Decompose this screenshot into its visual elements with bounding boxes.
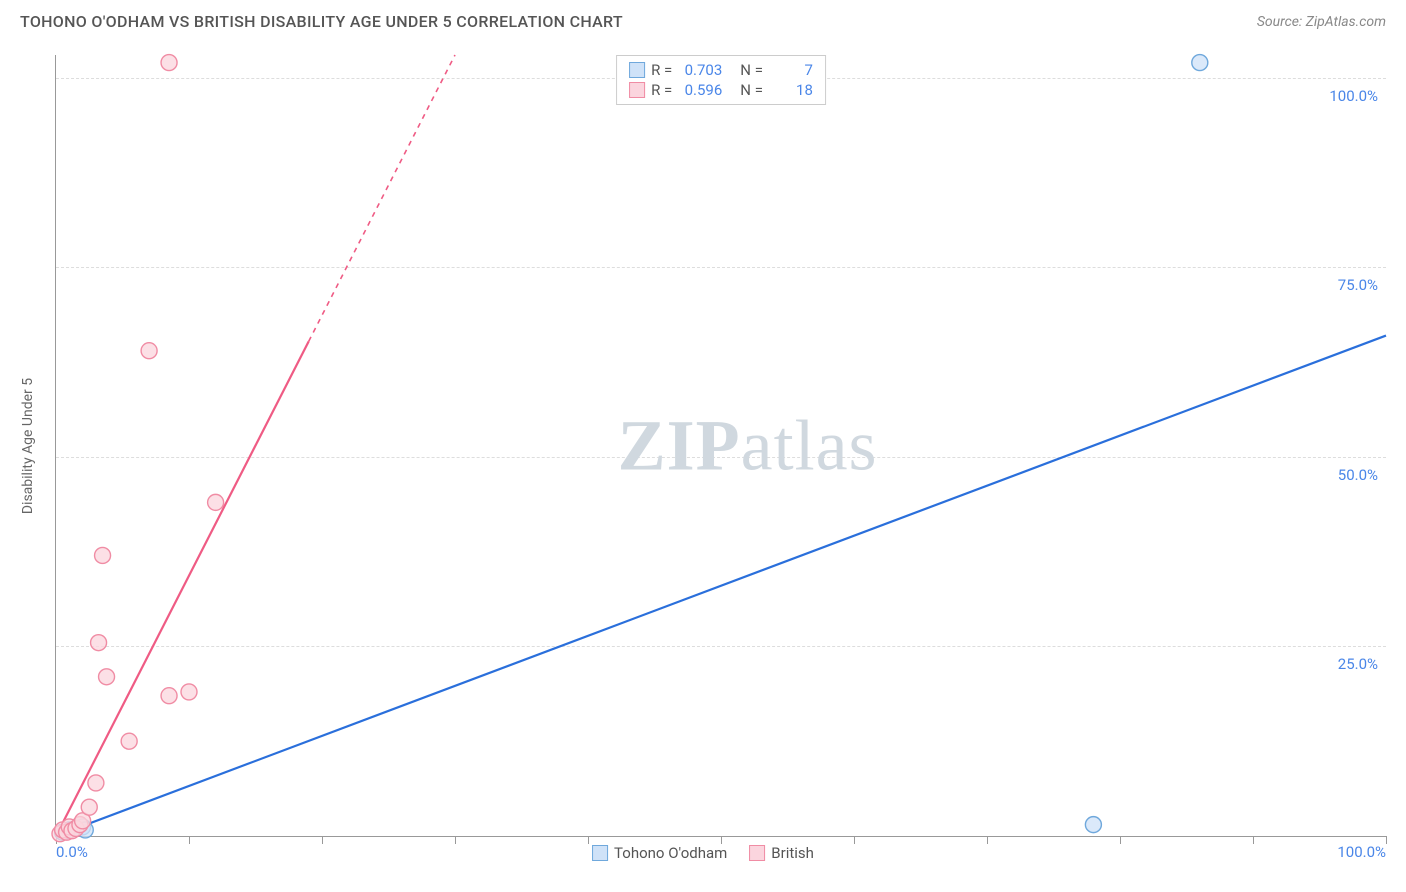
x-tick — [455, 836, 456, 844]
chart-header: TOHONO O'ODHAM VS BRITISH DISABILITY AGE… — [0, 0, 1406, 39]
legend-label: British — [771, 844, 814, 862]
x-tick — [1253, 836, 1254, 844]
x-tick — [322, 836, 323, 844]
x-tick — [588, 836, 589, 844]
x-tick — [721, 836, 722, 844]
legend-swatch — [749, 845, 765, 861]
legend-label: Tohono O'odham — [614, 844, 727, 862]
chart-title: TOHONO O'ODHAM VS BRITISH DISABILITY AGE… — [20, 12, 623, 31]
correlation-row: R = 0.703 N = 7 — [629, 60, 813, 80]
x-tick — [987, 836, 988, 844]
chart-plot-area: ZIPatlas R = 0.703 N = 7 R = 0.596 N = 1… — [55, 55, 1386, 837]
legend-swatch — [629, 82, 645, 98]
legend-item: Tohono O'odham — [592, 844, 727, 862]
n-label: N = — [740, 61, 763, 79]
n-value: 18 — [769, 81, 813, 99]
legend-item: British — [749, 844, 814, 862]
chart-svg — [56, 55, 1386, 836]
n-value: 7 — [769, 61, 813, 79]
chart-source: Source: ZipAtlas.com — [1257, 14, 1386, 30]
legend-swatch — [592, 845, 608, 861]
r-label: R = — [651, 61, 672, 79]
x-tick — [189, 836, 190, 844]
correlation-legend: R = 0.703 N = 7 R = 0.596 N = 18 — [616, 55, 826, 105]
source-name: ZipAtlas.com — [1306, 14, 1386, 30]
r-value: 0.596 — [678, 81, 722, 99]
x-tick-label: 100.0% — [1337, 843, 1386, 861]
x-tick — [1120, 836, 1121, 844]
correlation-row: R = 0.596 N = 18 — [629, 80, 813, 100]
r-value: 0.703 — [678, 61, 722, 79]
y-axis-title: Disability Age Under 5 — [20, 378, 36, 514]
r-label: R = — [651, 81, 672, 99]
series-legend: Tohono O'odham British — [586, 844, 820, 862]
x-tick-label: 0.0% — [56, 843, 88, 861]
n-label: N = — [740, 81, 763, 99]
source-label: Source: — [1257, 14, 1302, 30]
legend-swatch — [629, 62, 645, 78]
x-tick — [854, 836, 855, 844]
